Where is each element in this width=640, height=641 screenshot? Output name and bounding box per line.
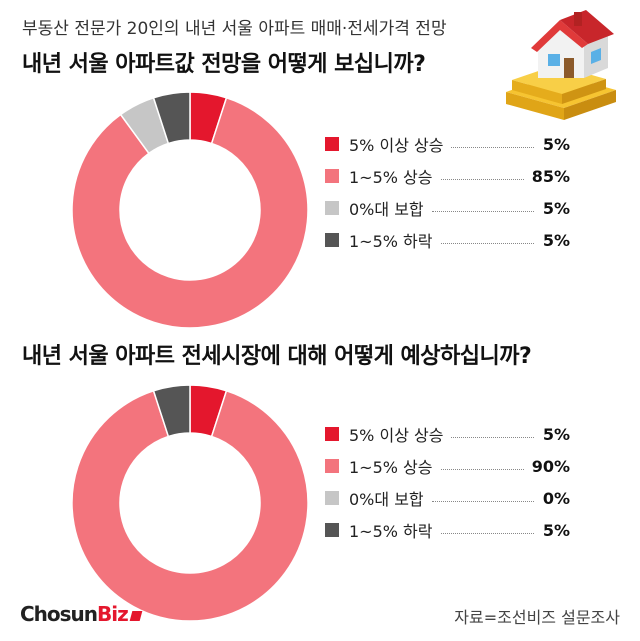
legend-label: 0%대 보합 (349, 200, 424, 219)
major-slice-label: 90% (170, 543, 211, 563)
major-slice-label: 85% (170, 250, 211, 270)
chart2-legend: 5% 이상 상승 5% 1~5% 상승 90% 0%대 보합 0% 1~5% 하락 5% (325, 418, 570, 546)
legend-value: 5% (542, 424, 570, 444)
legend-swatch (325, 169, 339, 183)
chart2-donut: 90% (71, 384, 309, 622)
slice-4 (152, 91, 191, 145)
legend-value: 5% (542, 230, 570, 250)
brand-logo: ChosunBiz (20, 602, 143, 626)
slice-2 (71, 389, 309, 622)
leader-dots (451, 146, 534, 148)
legend-label: 1~5% 하락 (349, 232, 433, 251)
leader-dots (440, 532, 534, 534)
legend-label: 5% 이상 상승 (349, 426, 444, 445)
leader-dots (440, 468, 524, 470)
chart1-legend: 5% 이상 상승 5% 1~5% 상승 85% 0%대 보합 5% 1~5% 하락 5% (325, 128, 570, 256)
subtitle: 부동산 전문가 20인의 내년 서울 아파트 매매·전세가격 전망 (22, 19, 447, 39)
legend-swatch (325, 523, 339, 537)
legend-item: 5% 이상 상승 5% (325, 418, 570, 450)
house-icon (531, 10, 614, 78)
legend-label: 0%대 보합 (349, 490, 424, 509)
legend-value: 0% (542, 488, 570, 508)
leader-dots (431, 500, 534, 502)
legend-label: 1~5% 상승 (349, 458, 433, 477)
legend-label: 1~5% 상승 (349, 168, 433, 187)
brand-main: Chosun (20, 602, 98, 626)
legend-label: 5% 이상 상승 (349, 136, 444, 155)
brand-mark-icon (129, 611, 143, 621)
chart2-title: 내년 서울 아파트 전세시장에 대해 어떻게 예상하십니까? (22, 344, 532, 369)
legend-value: 5% (542, 134, 570, 154)
legend-value: 5% (542, 520, 570, 540)
leader-dots (451, 436, 534, 438)
slice-2 (71, 96, 309, 329)
legend-item: 1~5% 하락 5% (325, 224, 570, 256)
leader-dots (440, 242, 534, 244)
legend-item: 0%대 보합 5% (325, 192, 570, 224)
legend-value: 85% (531, 166, 570, 186)
legend-swatch (325, 137, 339, 151)
legend-item: 1~5% 상승 85% (325, 160, 570, 192)
legend-swatch (325, 233, 339, 247)
legend-label: 1~5% 하락 (349, 522, 433, 541)
house-on-gold-bars-icon (506, 10, 616, 120)
leader-dots (440, 178, 524, 180)
legend-swatch (325, 427, 339, 441)
slice-4 (152, 384, 191, 438)
legend-item: 1~5% 상승 90% (325, 450, 570, 482)
legend-item: 0%대 보합 0% (325, 482, 570, 514)
source-note: 자료=조선비즈 설문조사 (454, 608, 620, 627)
gold-bars-icon (506, 65, 616, 120)
chart1-donut: 85% (71, 91, 309, 329)
leader-dots (431, 210, 534, 212)
chart1-title: 내년 서울 아파트값 전망을 어떻게 보십니까? (22, 52, 426, 77)
legend-swatch (325, 459, 339, 473)
legend-item: 5% 이상 상승 5% (325, 128, 570, 160)
brand-accent: Biz (97, 602, 129, 626)
legend-item: 1~5% 하락 5% (325, 514, 570, 546)
legend-swatch (325, 201, 339, 215)
legend-swatch (325, 491, 339, 505)
legend-value: 5% (542, 198, 570, 218)
legend-value: 90% (531, 456, 570, 476)
